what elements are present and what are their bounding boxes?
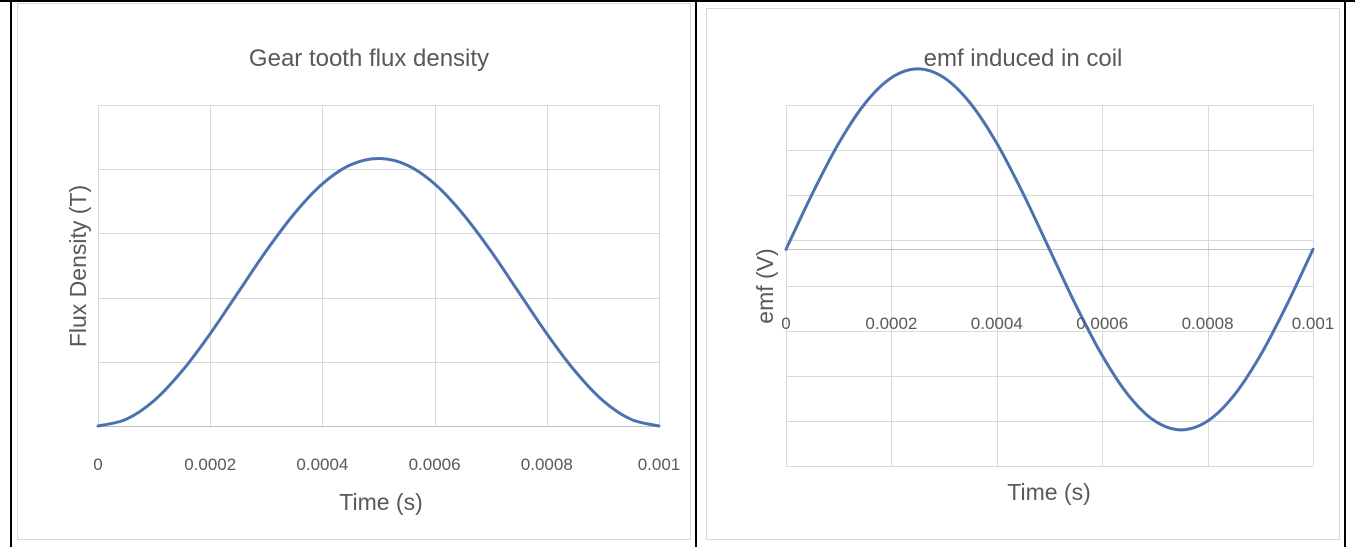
x-tick-label: 0.0004 xyxy=(296,455,348,474)
chart-frame-right xyxy=(706,8,1340,540)
chart-emf: 0 0.0002 0.0004 0.0006 0.0008 0.001 emf induce… xyxy=(752,45,1334,505)
chart-title: Gear tooth flux density xyxy=(249,45,489,72)
chart-frame-left xyxy=(17,3,691,540)
series-line xyxy=(96,156,661,428)
x-tick-label: 0.001 xyxy=(1292,314,1335,333)
y-axis-label: Flux Density (T) xyxy=(65,185,91,347)
x-tick-label: 0.0008 xyxy=(1182,314,1234,333)
x-tick-label: 0.0008 xyxy=(521,455,573,474)
x-axis-label: Time (s) xyxy=(1007,479,1090,505)
x-tick-label: 0 xyxy=(781,314,790,333)
x-tick-label: 0.0004 xyxy=(971,314,1023,333)
x-tick-label: 0 xyxy=(93,455,102,474)
chart-flux-density: 0 0.0002 0.0004 0.0006 0.0008 0.001 Gear tooth… xyxy=(65,45,680,515)
x-tick-label: 0.0006 xyxy=(409,455,461,474)
y-axis-label: emf (V) xyxy=(752,248,778,323)
x-tick-label: 0.0002 xyxy=(865,314,917,333)
series-line xyxy=(784,67,1315,432)
x-tick-label: 0.001 xyxy=(638,455,681,474)
x-tick-label: 0.0006 xyxy=(1076,314,1128,333)
chart-title: emf induced in coil xyxy=(924,45,1123,72)
x-tick-label: 0.0002 xyxy=(184,455,236,474)
x-axis-label: Time (s) xyxy=(339,489,422,515)
